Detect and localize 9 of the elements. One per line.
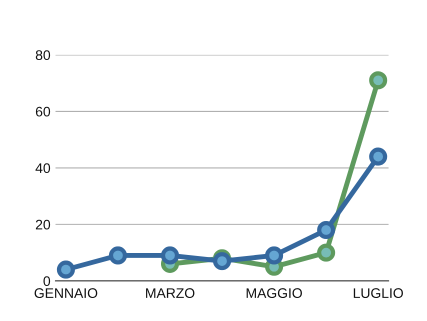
x-tick-label: MAGGIO (246, 288, 302, 298)
x-tick-label: GENNAIO (34, 288, 98, 298)
y-tick-label: 20 (36, 220, 50, 230)
y-tick-label: 0 (43, 276, 50, 286)
y-tick-label: 40 (36, 163, 50, 174)
y-tick-label: 60 (36, 106, 50, 117)
x-tick-label: LUGLIO (354, 288, 403, 298)
y-tick-label: 80 (36, 50, 50, 60)
x-tick-label: MARZO (146, 288, 194, 298)
